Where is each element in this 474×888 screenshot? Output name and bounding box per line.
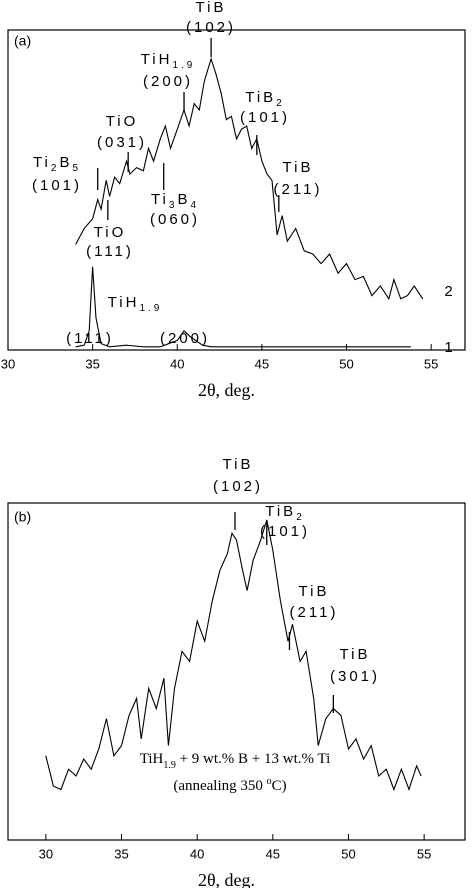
subscript: 1.9 (163, 760, 176, 771)
peak-hkl: (060) (150, 211, 200, 228)
x-tick-label: 50 (341, 846, 355, 861)
peak-hkl: (101) (260, 523, 310, 540)
text-run: TiO (106, 113, 139, 130)
label: TiH1.9 (108, 294, 163, 314)
subscript: 1.9 (139, 303, 162, 314)
text-run: B (59, 154, 72, 171)
x-tick-label: 30 (39, 846, 53, 861)
plot-frame (7, 29, 466, 351)
subscript: 3 (169, 200, 178, 211)
x-tick-label: 50 (339, 356, 353, 371)
text-run: TiB (223, 456, 254, 473)
curve (75, 266, 411, 348)
text-run: TiH (108, 294, 140, 311)
subscript: 2 (51, 163, 60, 174)
peak-hkl: (211) (290, 604, 339, 621)
text-run: TiB (299, 583, 330, 600)
text-run: TiB (265, 503, 296, 520)
peak-hkl: (301) (330, 668, 380, 685)
subscript: 2 (276, 98, 285, 109)
peak-hkl: (101) (32, 177, 82, 194)
x-tick-label: 30 (1, 356, 15, 371)
subscript: 1.9 (172, 60, 195, 71)
text-run: + 9 wt.% B + 13 wt.% Ti (176, 751, 330, 767)
peak-hkl: (102) (213, 478, 263, 495)
x-tick-label: 35 (85, 356, 99, 371)
x-tick-label: 40 (170, 356, 184, 371)
peak-hkl: (102) (186, 19, 236, 36)
text-run: (annealing 350 (173, 778, 266, 794)
x-tick-label: 55 (417, 846, 431, 861)
peak-hkl: (211) (274, 181, 323, 198)
x-tick-label: 45 (266, 846, 280, 861)
text-run: B (177, 191, 190, 208)
text-run: (111) (66, 330, 114, 347)
text-run: (200) (160, 330, 210, 347)
text-run: TiO (94, 224, 127, 241)
label: TiB (283, 159, 314, 176)
curve-label: 1 (444, 339, 455, 356)
label: (200) (160, 330, 210, 347)
label: (annealing 350 oC) (173, 776, 286, 795)
text-run: TiH (140, 751, 164, 767)
label: TiO (94, 224, 127, 241)
text-run: TiH (141, 51, 173, 68)
text-run: Ti (151, 191, 169, 208)
x-tick-label: 45 (255, 356, 269, 371)
plot-frame (7, 502, 466, 841)
peak-hkl: (200) (143, 73, 193, 90)
label: (111) (66, 330, 114, 347)
label: TiH1.9 + 9 wt.% B + 13 wt.% Ti (140, 751, 331, 770)
curve (45, 519, 422, 792)
label: TiB2 (245, 89, 285, 109)
subscript: 4 (190, 200, 199, 211)
text-run: Ti (33, 154, 51, 171)
x-axis-label: 2θ, deg. (198, 380, 255, 400)
x-tick-label: 55 (424, 356, 438, 371)
x-axis-label: 2θ, deg. (198, 870, 255, 888)
label: Ti2B5 (33, 154, 81, 174)
label: Ti3B4 (151, 191, 199, 211)
label: TiO (106, 113, 139, 130)
label: TiB2 (265, 503, 305, 523)
subscript: 2 (296, 512, 305, 523)
label: TiB (196, 0, 227, 16)
x-tick-label: 40 (190, 846, 204, 861)
panel-label: (b) (14, 509, 31, 525)
superscript: o (267, 776, 272, 787)
text-run: TiB (283, 159, 314, 176)
label: TiB (223, 456, 254, 473)
text-run: TiB (245, 89, 276, 106)
panel-label: (a) (14, 33, 31, 49)
text-run: C) (272, 778, 287, 794)
peak-hkl: (101) (240, 109, 290, 126)
label: TiH1.9 (141, 51, 196, 71)
x-tick-label: 35 (114, 846, 128, 861)
peak-hkl: (111) (86, 243, 134, 260)
text-run: TiB (340, 646, 371, 663)
peak-hkl: (031) (97, 134, 147, 151)
curve-label: 2 (444, 283, 455, 300)
subscript: 5 (72, 163, 81, 174)
text-run: TiB (196, 0, 227, 16)
label: TiB (299, 583, 330, 600)
label: TiB (340, 646, 371, 663)
